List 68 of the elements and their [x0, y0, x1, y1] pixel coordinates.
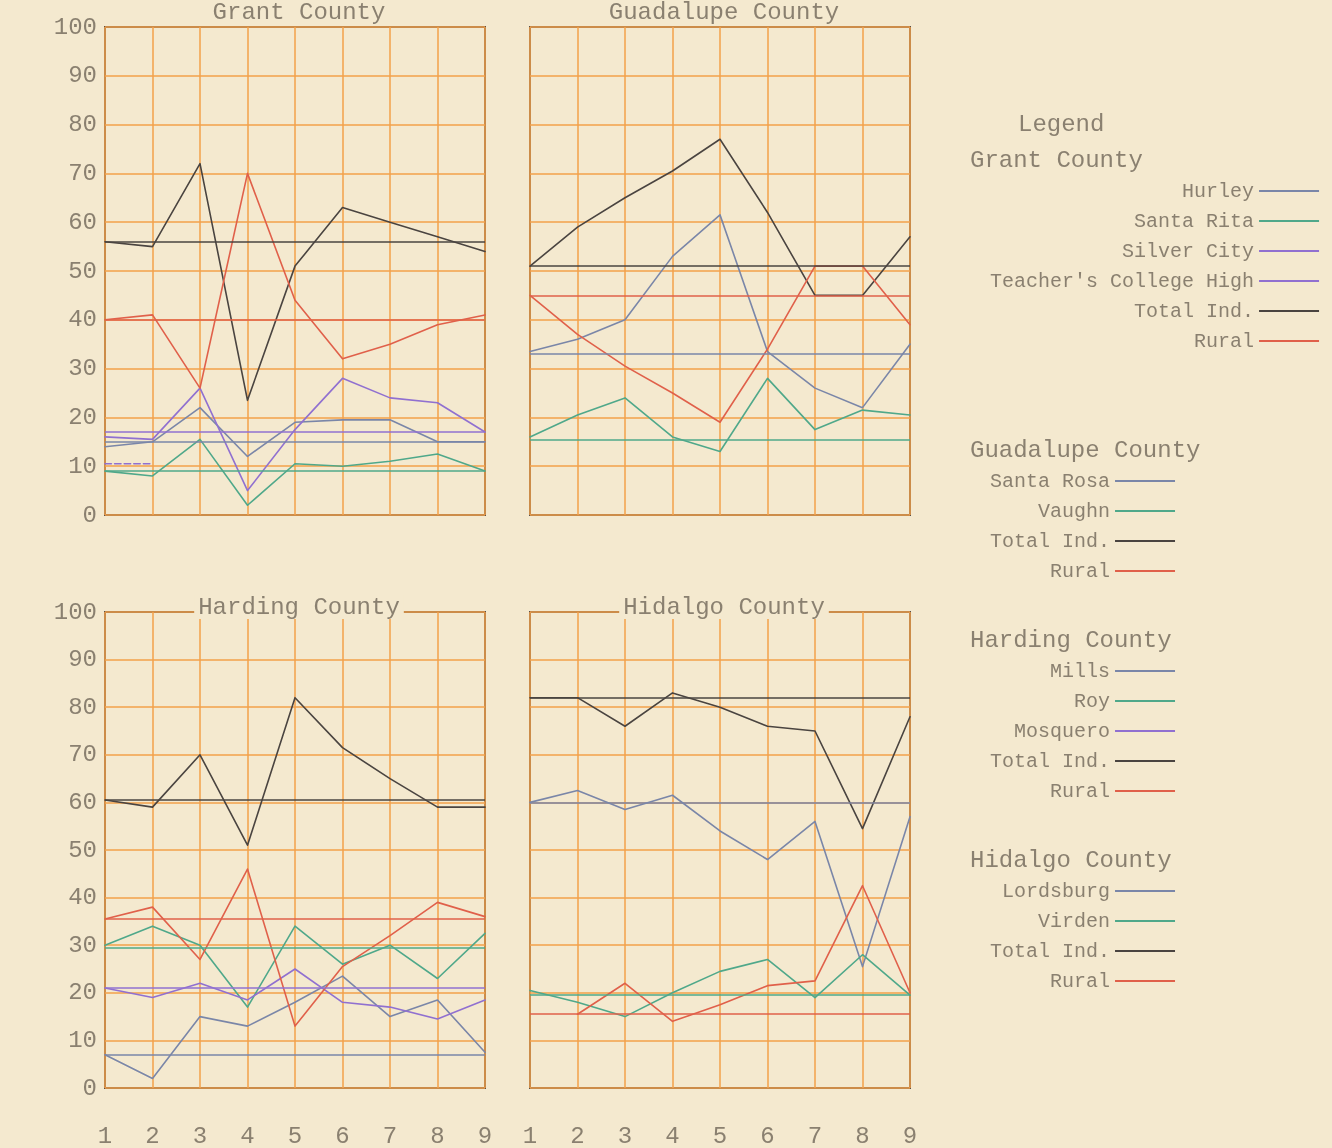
legend-label: Santa Rosa — [989, 469, 1111, 493]
y-tick-label: 20 — [68, 403, 97, 431]
chart-title: Hidalgo County — [623, 593, 825, 621]
y-tick-label: 100 — [53, 598, 97, 626]
x-tick-label: 6 — [760, 1122, 775, 1148]
x-tick-label: 7 — [382, 1122, 398, 1148]
y-tick-label: 10 — [68, 1026, 97, 1054]
chart-title: Guadalupe County — [608, 0, 840, 26]
x-tick-label: 4 — [665, 1122, 680, 1148]
legend-label: Mosquero — [1014, 719, 1111, 743]
text: Legend — [1018, 110, 1105, 138]
legend-label: Rural — [1050, 969, 1111, 993]
legend-label: Roy — [1074, 689, 1111, 713]
legend-label: Silver City — [1122, 239, 1255, 263]
y-tick-label: 90 — [68, 62, 97, 90]
y-tick-label: 50 — [68, 836, 97, 864]
legend-title: Hidalgo County — [970, 846, 1172, 874]
legend-label: Hurley — [1182, 179, 1255, 203]
legend-label: Rural — [1050, 559, 1111, 583]
x-tick-label: 2 — [570, 1122, 585, 1148]
y-tick-label: 50 — [68, 257, 97, 285]
legend-label: Total Ind. — [989, 749, 1111, 773]
x-tick-label: 8 — [430, 1122, 445, 1148]
legend-label: Rural — [1050, 779, 1111, 803]
legend-label: Rural — [1194, 329, 1255, 353]
x-tick-label: 9 — [477, 1122, 493, 1148]
legend-label: Mills — [1050, 659, 1111, 683]
x-tick-label: 8 — [855, 1122, 870, 1148]
y-tick-label: 10 — [68, 452, 97, 480]
legend-label: Total Ind. — [989, 939, 1111, 963]
y-tick-label: 100 — [53, 13, 97, 41]
legend-title: Grant County — [970, 146, 1143, 174]
y-tick-label: 70 — [68, 159, 97, 187]
y-tick-label: 90 — [68, 646, 97, 674]
legend-label: Vaughn — [1038, 499, 1111, 523]
legend-label: Virden — [1038, 909, 1111, 933]
y-tick-label: 60 — [68, 208, 97, 236]
y-tick-label: 30 — [68, 355, 97, 383]
legend-label: Total Ind. — [1134, 299, 1255, 323]
y-tick-label: 80 — [68, 693, 97, 721]
y-tick-label: 0 — [82, 1074, 97, 1102]
chart-title: Harding County — [198, 593, 400, 621]
legend-title: Harding County — [970, 626, 1172, 654]
x-tick-label: 2 — [145, 1122, 160, 1148]
y-tick-label: 20 — [68, 979, 97, 1007]
x-tick-label: 7 — [807, 1122, 823, 1148]
x-tick-label: 5 — [712, 1122, 728, 1148]
x-tick-label: 1 — [97, 1122, 113, 1148]
y-tick-label: 40 — [68, 306, 97, 334]
x-tick-label: 3 — [192, 1122, 208, 1148]
x-tick-label: 9 — [902, 1122, 918, 1148]
y-tick-label: 80 — [68, 111, 97, 139]
chart-title: Grant County — [212, 0, 386, 26]
x-tick-label: 5 — [287, 1122, 303, 1148]
x-tick-label: 4 — [240, 1122, 255, 1148]
y-tick-label: 60 — [68, 788, 97, 816]
legend-label: Lordsburg — [1001, 879, 1111, 903]
legend-label: Santa Rita — [1134, 209, 1255, 233]
y-tick-label: 70 — [68, 741, 97, 769]
x-tick-label: 3 — [617, 1122, 633, 1148]
x-tick-label: 6 — [335, 1122, 350, 1148]
legend-title: Guadalupe County — [970, 436, 1201, 464]
legend-label: Total Ind. — [989, 529, 1111, 553]
y-tick-label: 0 — [82, 501, 97, 529]
y-tick-label: 30 — [68, 931, 97, 959]
legend-label: Teacher's College High — [990, 269, 1255, 293]
y-tick-label: 40 — [68, 884, 97, 912]
x-tick-label: 1 — [522, 1122, 538, 1148]
